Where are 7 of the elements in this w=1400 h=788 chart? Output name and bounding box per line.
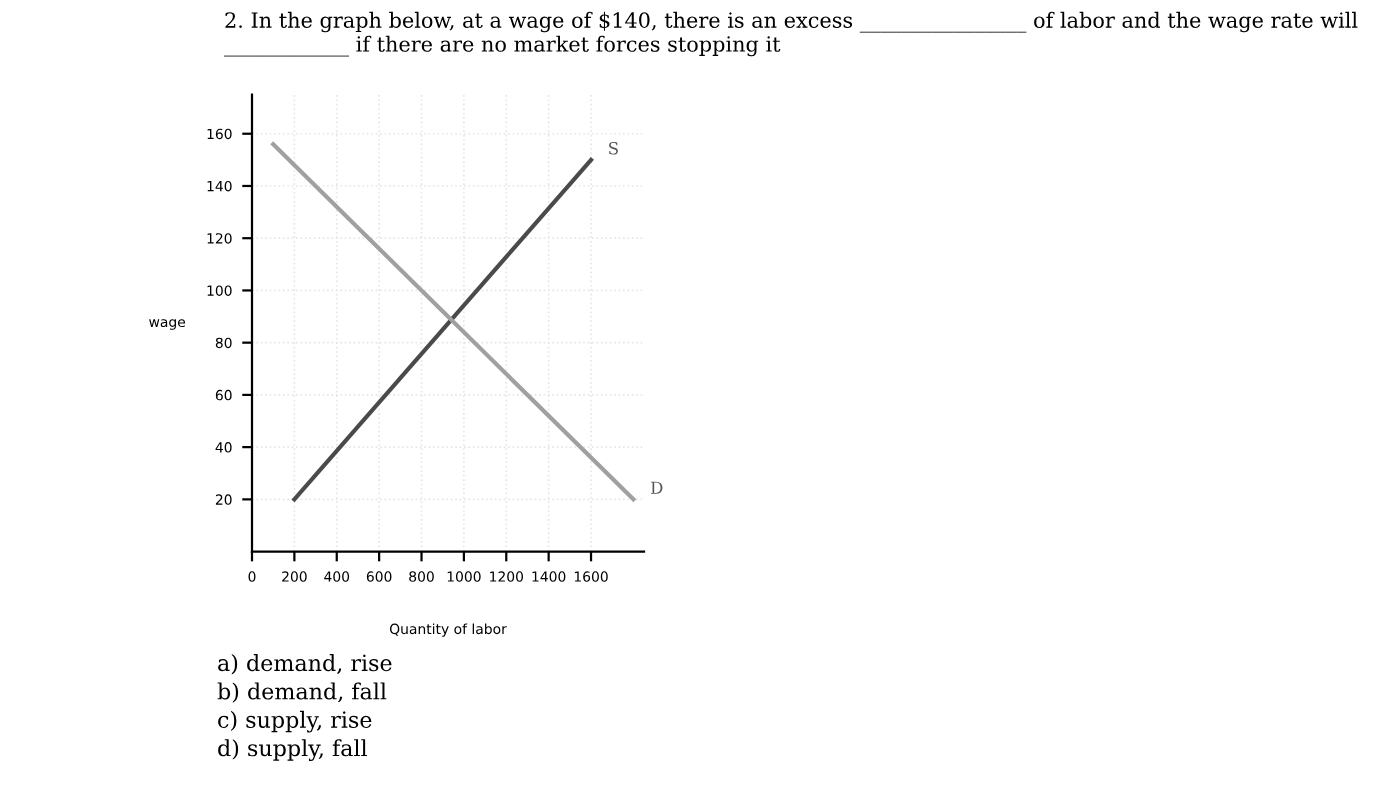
text: b) demand, fall <box>217 682 387 703</box>
text: 2. In the graph below, at a wage of $140, there is an excess ________________ of labor and the wage rate will ____________ if there are no market forces stopping it <box>224 11 1358 57</box>
text: a) demand, rise <box>218 654 392 675</box>
text: d) supply, fall <box>218 739 367 761</box>
text: c) supply, rise <box>218 710 372 733</box>
series-label: S <box>609 141 618 155</box>
series-label: D <box>650 481 663 494</box>
